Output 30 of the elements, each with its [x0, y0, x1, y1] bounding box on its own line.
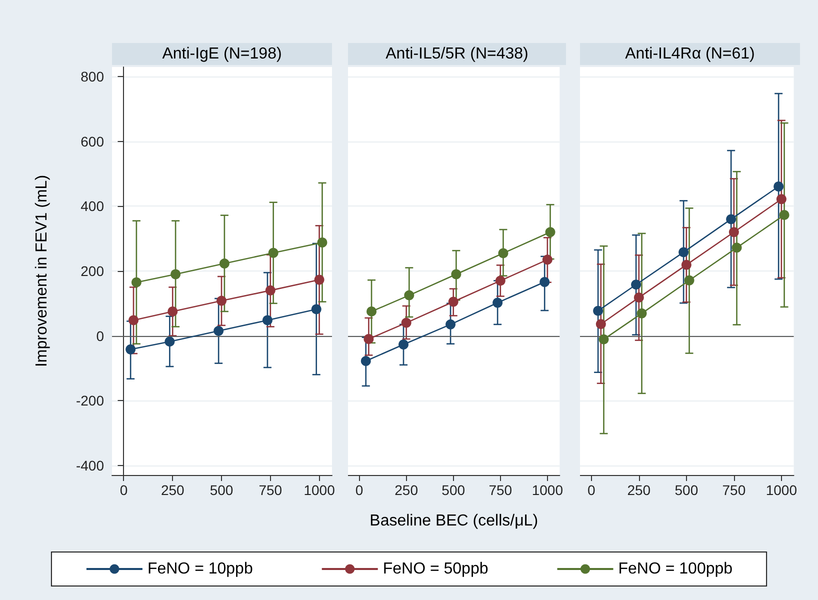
x-tick-label: 750	[258, 482, 282, 498]
x-tick-label: 500	[210, 482, 234, 498]
x-tick-label: 0	[588, 482, 596, 498]
legend-label: FeNO = 10ppb	[147, 560, 253, 578]
x-tick-label: 750	[488, 482, 512, 498]
y-tick-label: 400	[80, 198, 104, 214]
y-tick-label: 600	[80, 133, 104, 150]
x-tick-label: 250	[394, 482, 418, 498]
x-tick-label: 1000	[766, 482, 798, 498]
legend-label: FeNO = 50ppb	[382, 560, 488, 578]
x-tick-label: 500	[442, 482, 466, 498]
x-tick-label: 750	[722, 482, 746, 498]
x-tick-label: 250	[627, 482, 651, 498]
x-tick-label: 0	[355, 482, 364, 498]
x-tick-label: 1000	[304, 482, 336, 498]
chart-title: Anti-IL5/5R (N=438)	[386, 46, 528, 62]
y-tick-label: 200	[80, 263, 104, 279]
legend-label: FeNO = 100ppb	[618, 560, 733, 578]
y-tick-label: 800	[80, 68, 104, 85]
y-tick-label: -400	[76, 457, 104, 474]
x-axis-title: Baseline BEC (cells/μL)	[370, 512, 538, 530]
x-tick-label: 500	[674, 482, 698, 498]
y-tick-label: -200	[76, 392, 104, 409]
chart-title: Anti-IL4Rα (N=61)	[625, 46, 755, 62]
y-tick-label: 0	[96, 328, 104, 344]
chart-title: Anti-IgE (N=198)	[162, 46, 282, 62]
x-tick-label: 250	[160, 482, 185, 498]
y-axis-title: Improvement in FEV1 (mL)	[34, 174, 50, 368]
x-tick-label: 0	[120, 482, 128, 498]
x-tick-label: 1000	[532, 482, 564, 498]
